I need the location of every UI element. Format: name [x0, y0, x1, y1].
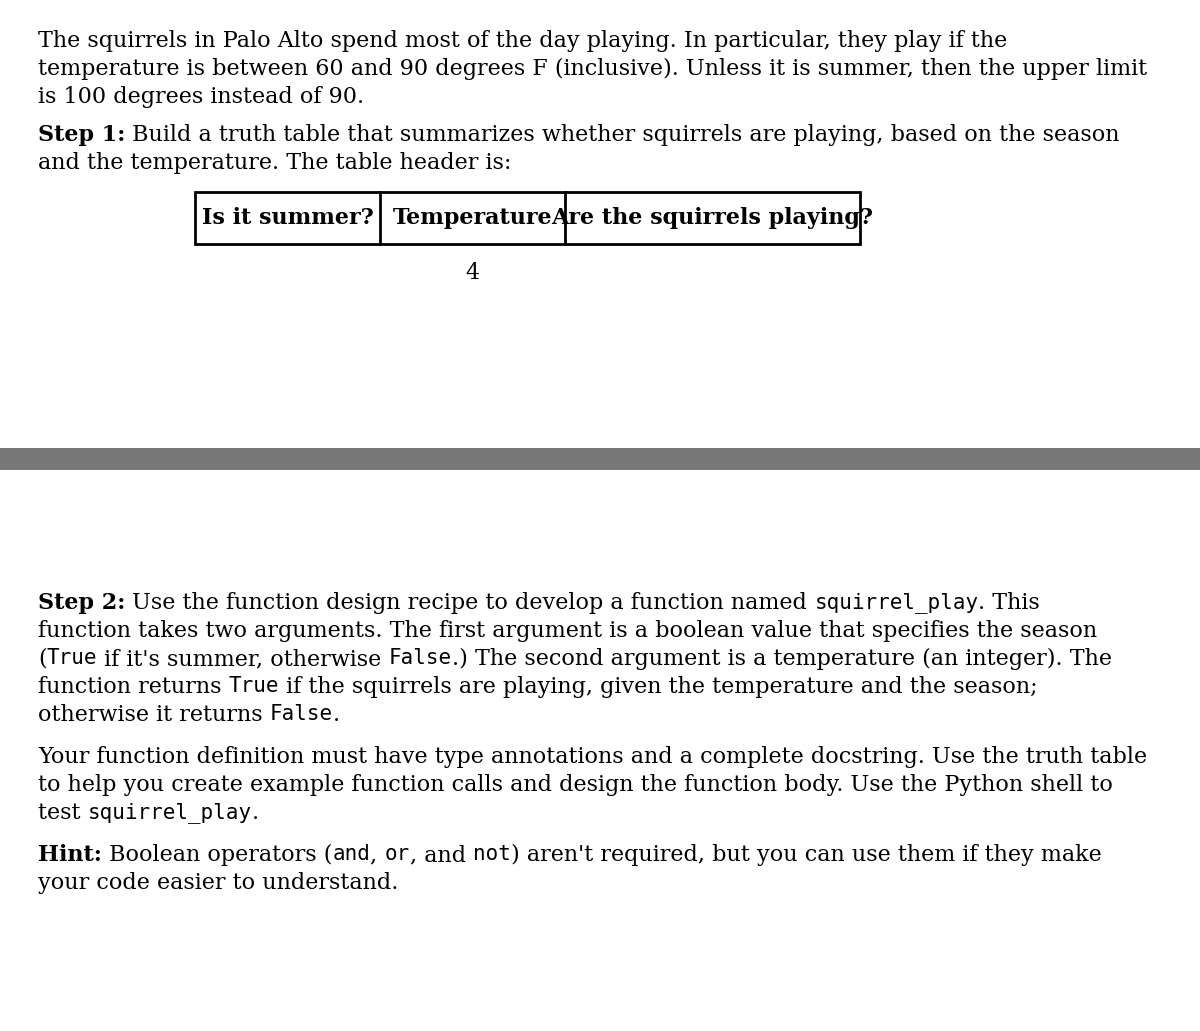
Text: Build a truth table that summarizes whether squirrels are playing, based on the : Build a truth table that summarizes whet… — [125, 124, 1120, 146]
Text: True: True — [47, 648, 97, 668]
Text: is 100 degrees instead of 90.: is 100 degrees instead of 90. — [38, 86, 364, 108]
Text: .: . — [332, 704, 340, 726]
Text: Use the function design recipe to develop a function named: Use the function design recipe to develo… — [125, 592, 815, 614]
Text: test: test — [38, 802, 88, 824]
Text: .) The second argument is a temperature (an integer). The: .) The second argument is a temperature … — [451, 648, 1111, 670]
Text: ) aren't required, but you can use them if they make: ) aren't required, but you can use them … — [511, 844, 1102, 866]
Text: to help you create example function calls and design the function body. Use the : to help you create example function call… — [38, 774, 1112, 796]
Text: (: ( — [38, 648, 47, 670]
Text: otherwise it returns: otherwise it returns — [38, 704, 270, 726]
Text: and: and — [332, 844, 370, 864]
Text: Are the squirrels playing?: Are the squirrels playing? — [552, 207, 874, 229]
Text: not: not — [473, 844, 511, 864]
Text: False: False — [389, 648, 451, 668]
Text: ,: , — [370, 844, 384, 866]
Bar — [194, 192, 860, 244]
Text: , and: , and — [409, 844, 473, 866]
Text: Temperature: Temperature — [392, 207, 552, 229]
Text: if it's summer, otherwise: if it's summer, otherwise — [97, 648, 389, 670]
Text: if the squirrels are playing, given the temperature and the season;: if the squirrels are playing, given the … — [280, 676, 1038, 698]
Text: squirrel_play: squirrel_play — [88, 802, 252, 823]
Text: The squirrels in Palo Alto spend most of the day playing. In particular, they pl: The squirrels in Palo Alto spend most of… — [38, 30, 1007, 52]
Text: .: . — [252, 802, 259, 824]
Text: False: False — [270, 704, 332, 724]
Text: Your function definition must have type annotations and a complete docstring. Us: Your function definition must have type … — [38, 746, 1147, 768]
Bar — [0, 448, 1200, 470]
Text: and the temperature. The table header is:: and the temperature. The table header is… — [38, 152, 511, 174]
Text: your code easier to understand.: your code easier to understand. — [38, 872, 398, 894]
Text: . This: . This — [978, 592, 1040, 614]
Text: squirrel_play: squirrel_play — [815, 592, 978, 613]
Text: 4: 4 — [466, 262, 480, 284]
Text: Step 1:: Step 1: — [38, 124, 125, 146]
Text: function takes two arguments. The first argument is a boolean value that specifi: function takes two arguments. The first … — [38, 620, 1097, 642]
Text: Step 2:: Step 2: — [38, 592, 125, 614]
Text: or: or — [384, 844, 409, 864]
Text: True: True — [229, 676, 280, 696]
Text: Hint:: Hint: — [38, 844, 102, 866]
Text: temperature is between 60 and 90 degrees F (inclusive). Unless it is summer, the: temperature is between 60 and 90 degrees… — [38, 58, 1147, 80]
Text: function returns: function returns — [38, 676, 229, 698]
Text: Is it summer?: Is it summer? — [202, 207, 373, 229]
Text: Boolean operators (: Boolean operators ( — [102, 844, 332, 866]
